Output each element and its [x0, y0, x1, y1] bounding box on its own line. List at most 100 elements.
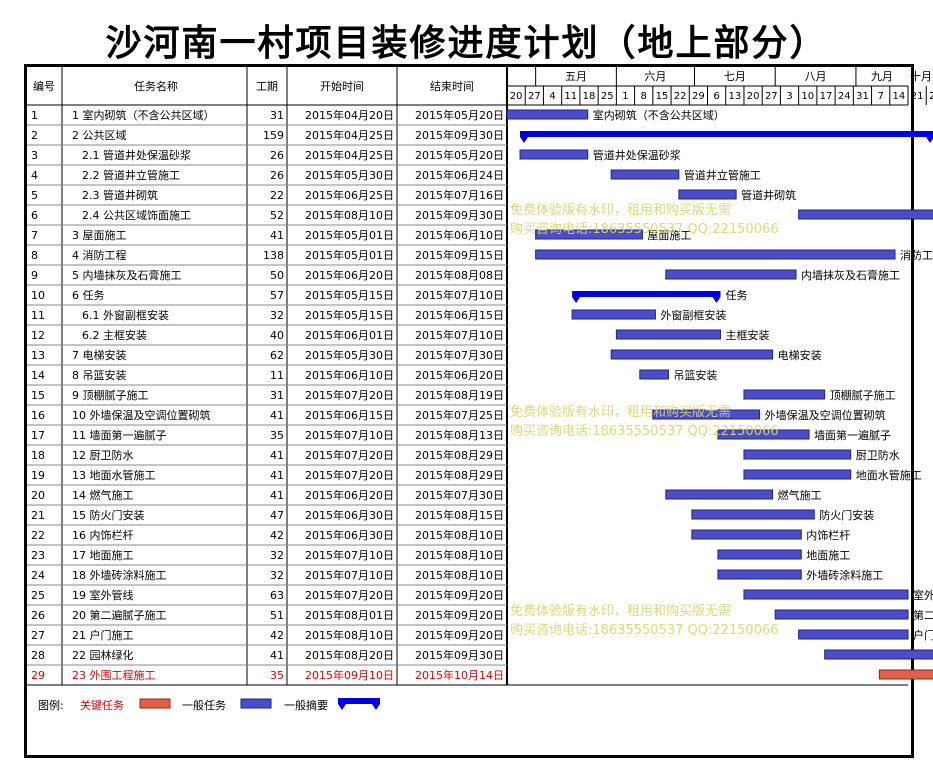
week-label: 22	[674, 91, 687, 102]
legend-critical-label: 关键任务	[80, 698, 124, 712]
row-id: 26	[31, 609, 45, 622]
week-label: 20	[510, 91, 523, 102]
legend-summary-swatch	[338, 698, 380, 710]
row-name: 18 外墙砖涂料施工	[72, 568, 167, 582]
row-start: 2015年06月30日	[305, 508, 394, 522]
bar-label: 管道井处保温砂浆	[593, 148, 681, 162]
task-bar	[652, 409, 761, 420]
row-start: 2015年06月20日	[305, 488, 394, 502]
month-label: 五月	[565, 70, 587, 83]
table-row: 7 3 屋面施工 41 2015年05月01日 2015年06月10日	[31, 228, 504, 242]
row-duration: 42	[270, 629, 284, 642]
row-id: 1	[31, 109, 38, 122]
bar-label: 电梯安装	[778, 348, 822, 362]
row-name: 23 外围工程施工	[72, 669, 156, 682]
task-bar	[717, 429, 810, 440]
bar-label: 地面施工	[806, 549, 850, 562]
summary-bar-end-cap	[712, 297, 721, 303]
week-label: 3	[786, 91, 792, 102]
task-bar	[678, 189, 737, 200]
row-name: 8 吊篮安装	[72, 368, 127, 382]
row-end: 2015年08月29日	[415, 448, 504, 462]
table-row: 6 2.4 公共区域饰面施工 52 2015年08月10日 2015年09月30日	[31, 208, 504, 222]
row-name: 2.2 管道井立管施工	[82, 168, 180, 182]
table-header: 编号 任务名称 工期 开始时间 结束时间	[33, 79, 474, 93]
row-start: 2015年06月25日	[305, 188, 394, 202]
row-end: 2015年05月20日	[415, 108, 504, 122]
row-end: 2015年07月30日	[415, 348, 504, 362]
critical-task-bar	[878, 669, 933, 680]
row-duration: 57	[270, 289, 284, 302]
week-label: 28	[929, 91, 933, 102]
bar-label: 内饰栏杆	[806, 528, 850, 542]
task-bar	[665, 489, 774, 500]
row-duration: 41	[270, 449, 284, 462]
task-bar	[743, 449, 852, 460]
row-end: 2015年08月10日	[415, 548, 504, 562]
table-row: 1 1 室内砌筑（不含公共区域） 31 2015年04月20日 2015年05月20日	[31, 108, 504, 122]
row-duration: 40	[270, 329, 284, 342]
row-duration: 159	[263, 129, 284, 142]
row-end: 2015年10月14日	[415, 668, 504, 682]
table-row: 28 22 园林绿化 41 2015年08月20日 2015年09月30日	[31, 648, 504, 662]
row-start: 2015年07月10日	[305, 548, 394, 562]
table-row: 10 6 任务 57 2015年05月15日 2015年07月10日	[31, 288, 504, 302]
table-row: 25 19 室外管线 63 2015年07月20日 2015年09月20日	[31, 588, 504, 602]
row-id: 29	[31, 669, 45, 682]
table-row: 29 23 外围工程施工 35 2015年09月10日 2015年10月14日	[31, 668, 504, 682]
row-start: 2015年07月20日	[305, 468, 394, 482]
header-name: 任务名称	[134, 79, 178, 93]
task-bar	[610, 169, 680, 180]
task-bar	[665, 269, 797, 280]
row-duration: 62	[270, 349, 284, 362]
row-start: 2015年08月10日	[305, 628, 394, 642]
row-start: 2015年06月30日	[305, 528, 394, 542]
row-id: 20	[31, 489, 45, 502]
row-name: 6.2 主框安装	[82, 328, 147, 342]
row-start: 2015年05月30日	[305, 348, 394, 362]
row-start: 2015年07月10日	[305, 568, 394, 582]
row-duration: 41	[270, 469, 284, 482]
row-start: 2015年04月20日	[305, 108, 394, 122]
task-bar	[798, 629, 909, 640]
task-bar	[691, 509, 815, 520]
table-row: 20 14 燃气施工 41 2015年06月20日 2015年07月30日	[31, 488, 504, 502]
row-start: 2015年04月25日	[305, 148, 394, 162]
week-label: 10	[801, 91, 814, 102]
row-end: 2015年09月15日	[415, 248, 504, 262]
table-row: 27 21 户门施工 42 2015年08月10日 2015年09月20日	[31, 628, 504, 642]
task-rows: 1 1 室内砌筑（不含公共区域） 31 2015年04月20日 2015年05月20日 2…	[31, 108, 504, 682]
week-label: 7	[877, 91, 883, 102]
row-id: 2	[31, 129, 38, 142]
row-id: 6	[31, 209, 38, 222]
row-end: 2015年08月08日	[415, 268, 504, 282]
table-row: 19 13 地面水管施工 41 2015年07月20日 2015年08月29日	[31, 468, 504, 482]
table-row: 23 17 地面施工 32 2015年07月10日 2015年08月10日	[31, 548, 504, 562]
row-id: 28	[31, 649, 45, 662]
bar-label: 外窗副框安装	[660, 308, 726, 322]
row-name: 10 外墙保温及空调位置砌筑	[72, 408, 211, 422]
task-bar	[691, 529, 802, 540]
summary-bar	[520, 131, 933, 137]
row-end: 2015年08月29日	[415, 468, 504, 482]
row-duration: 32	[270, 549, 284, 562]
table-row: 16 10 外墙保温及空调位置砌筑 41 2015年06月15日 2015年07月25日	[31, 408, 504, 422]
task-bar	[743, 469, 852, 480]
row-end: 2015年06月15日	[415, 308, 504, 322]
page-title: 沙河南一村项目装修进度计划（地上部分）	[105, 22, 828, 64]
task-bar	[717, 549, 802, 560]
task-bars: 室内砌筑（不含公共区域）公共区域管道井处保温砂浆管道井立管施工管道井砌筑公共区域…	[506, 108, 933, 680]
row-name: 19 室外管线	[72, 588, 134, 602]
week-label: 31	[856, 91, 869, 102]
week-label: 4	[549, 91, 555, 102]
row-end: 2015年08月15日	[415, 508, 504, 522]
timeline-days: 20 27 4 11 18 25 1 8 15 22 29 6 13 20 27 3 10 17 24 31 7 14 21…	[510, 91, 933, 102]
row-id: 24	[31, 569, 45, 582]
week-label: 6	[713, 91, 719, 102]
bar-label: 第二遍腻子施工	[913, 608, 933, 622]
week-label: 13	[728, 91, 741, 102]
row-name: 20 第二遍腻子施工	[72, 608, 167, 622]
task-bar	[798, 209, 933, 220]
row-name: 17 地面施工	[72, 549, 134, 562]
row-start: 2015年08月10日	[305, 208, 394, 222]
